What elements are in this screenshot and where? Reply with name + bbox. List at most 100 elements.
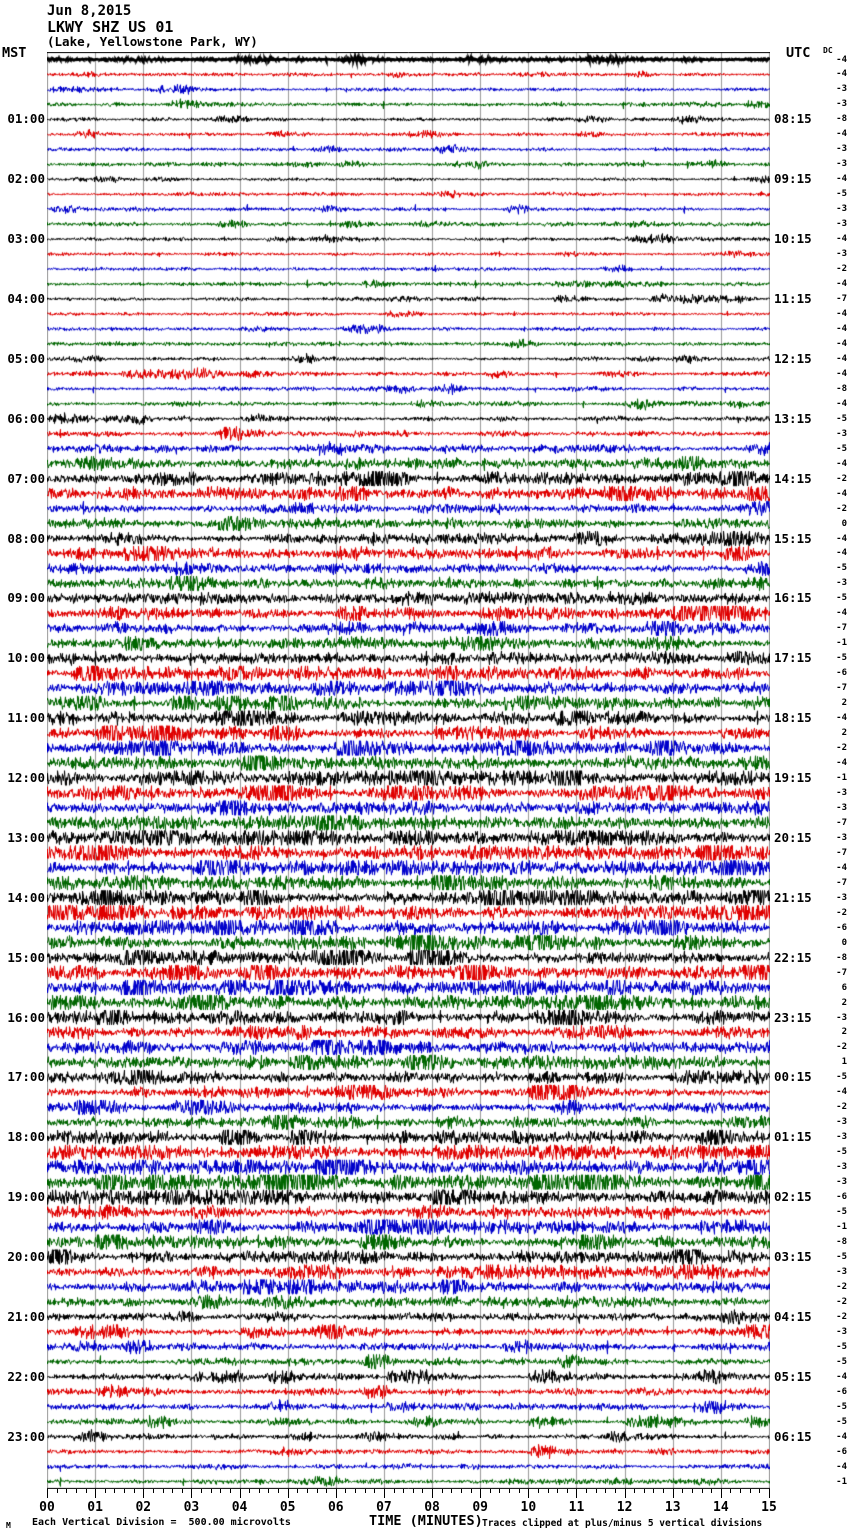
dc-offset-value: -3 <box>836 1012 847 1023</box>
minute-label-05: 05 <box>279 1500 296 1515</box>
axis-minor-tick <box>460 1489 462 1493</box>
utc-label-20:15: 20:15 <box>774 829 812 845</box>
axis-major-tick <box>432 1489 434 1498</box>
dc-offset-value: -3 <box>836 84 847 95</box>
utc-label-17:15: 17:15 <box>774 650 812 666</box>
mst-label-21:00: 21:00 <box>7 1308 45 1324</box>
dc-offset-value: -6 <box>836 922 847 933</box>
dc-offset-value: 1 <box>841 1057 847 1068</box>
axis-minor-tick <box>268 1489 270 1493</box>
utc-label-10:15: 10:15 <box>774 231 812 247</box>
dc-offset-value: -4 <box>836 368 847 379</box>
minute-label-07: 07 <box>376 1500 392 1515</box>
mst-label-13:00: 13:00 <box>7 829 45 845</box>
axis-major-tick <box>239 1489 241 1498</box>
utc-label-23:15: 23:15 <box>774 1009 812 1025</box>
dc-offset-value: -5 <box>836 1252 847 1262</box>
dc-offset-value: -2 <box>836 1102 847 1113</box>
axis-minor-tick <box>345 1489 347 1493</box>
dc-offset-value: -3 <box>836 578 847 589</box>
dc-offset-value: -3 <box>836 787 847 798</box>
utc-label-13:15: 13:15 <box>774 410 812 426</box>
mst-label-14:00: 14:00 <box>7 889 45 905</box>
axis-minor-tick <box>393 1489 395 1493</box>
axis-minor-tick <box>172 1489 174 1493</box>
utc-label-06:15: 06:15 <box>774 1428 812 1444</box>
axis-minor-tick <box>229 1489 231 1493</box>
minute-label-09: 09 <box>472 1500 489 1515</box>
station-location: (Lake, Yellowstone Park, WY) <box>47 34 258 49</box>
dc-offset-value: -4 <box>836 488 847 499</box>
axis-minor-tick <box>595 1489 597 1493</box>
vertical-scale-note: Each Vertical Division = 500.00 microvol… <box>32 1517 291 1528</box>
mst-label-20:00: 20:00 <box>7 1249 45 1264</box>
dc-offset-value: 2 <box>841 1027 847 1038</box>
seismogram-trace-canvas <box>47 52 770 1489</box>
dc-offset-value: -4 <box>836 1461 847 1472</box>
axis-minor-tick <box>518 1489 520 1493</box>
dc-offset-value: -5 <box>836 1341 847 1352</box>
utc-label-09:15: 09:15 <box>774 171 812 187</box>
axis-minor-tick <box>614 1489 616 1493</box>
utc-label-05:15: 05:15 <box>774 1368 812 1384</box>
axis-minor-tick <box>711 1489 713 1493</box>
dc-offset-value: -4 <box>836 174 847 185</box>
dc-offset-value: -6 <box>836 668 847 679</box>
minute-label-01: 01 <box>87 1500 103 1515</box>
mst-label-02:00: 02:00 <box>7 171 45 187</box>
mst-label-10:00: 10:00 <box>7 650 45 666</box>
axis-minor-tick <box>566 1489 568 1493</box>
axis-major-tick <box>47 1489 48 1498</box>
axis-minor-tick <box>441 1489 443 1493</box>
axis-minor-tick <box>537 1489 539 1493</box>
dc-offset-value: -5 <box>836 1207 847 1218</box>
dc-offset-value: -7 <box>836 967 847 978</box>
utc-label-16:15: 16:15 <box>774 590 812 606</box>
dc-offset-value: -4 <box>836 338 847 349</box>
dc-offset-value: -2 <box>836 264 847 275</box>
axis-minor-tick <box>56 1489 58 1493</box>
dc-offset-value: -2 <box>836 1042 847 1053</box>
dc-offset-value: -2 <box>836 743 847 754</box>
axis-minor-tick <box>557 1489 559 1493</box>
mst-label-09:00: 09:00 <box>7 590 45 606</box>
dc-offset-value: -5 <box>836 653 847 664</box>
dc-offset-value: -5 <box>836 1356 847 1367</box>
mst-label-18:00: 18:00 <box>7 1129 45 1145</box>
dc-offset-value: -7 <box>836 623 847 634</box>
dc-offset-value: -3 <box>836 1162 847 1173</box>
utc-label-00:15: 00:15 <box>774 1069 812 1085</box>
mst-label-05:00: 05:00 <box>7 350 45 366</box>
axis-minor-tick <box>470 1489 472 1493</box>
dc-offset-value: -1 <box>836 1222 847 1233</box>
axis-major-tick <box>720 1489 722 1498</box>
axis-minor-tick <box>114 1489 116 1493</box>
axis-minor-tick <box>66 1489 68 1493</box>
utc-label-03:15: 03:15 <box>774 1249 812 1264</box>
dc-offset-value: 6 <box>841 982 847 993</box>
axis-major-tick <box>191 1489 193 1498</box>
minute-label-12: 12 <box>616 1500 633 1515</box>
axis-minor-tick <box>403 1489 405 1493</box>
axis-minor-tick <box>258 1489 260 1493</box>
axis-minor-tick <box>355 1489 357 1493</box>
minute-label-04: 04 <box>231 1500 248 1515</box>
utc-label-19:15: 19:15 <box>774 770 812 785</box>
axis-major-tick <box>769 1489 770 1498</box>
minute-label-02: 02 <box>135 1500 152 1515</box>
x-axis-title: TIME (MINUTES) <box>369 1513 483 1529</box>
axis-minor-tick <box>152 1489 154 1493</box>
axis-minor-tick <box>605 1489 607 1493</box>
axis-minor-tick <box>104 1489 106 1493</box>
axis-minor-tick <box>489 1489 491 1493</box>
dc-offset-value: -5 <box>836 413 847 424</box>
utc-label-11:15: 11:15 <box>774 291 812 306</box>
dc-offset-value: -5 <box>836 1416 847 1427</box>
clipping-note: Traces clipped at plus/minus 5 vertical … <box>482 1518 763 1529</box>
axis-minor-tick <box>663 1489 665 1493</box>
axis-major-tick <box>624 1489 626 1498</box>
dc-offset-value: -6 <box>836 1192 847 1203</box>
utc-label-21:15: 21:15 <box>774 889 812 905</box>
dc-offset-value: -2 <box>836 473 847 484</box>
